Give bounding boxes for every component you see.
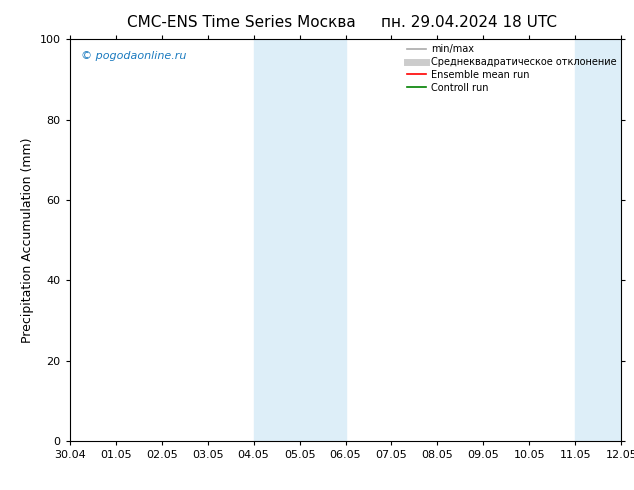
Text: © pogodaonline.ru: © pogodaonline.ru (81, 51, 186, 61)
Legend: min/max, Среднеквадратическое отклонение, Ensemble mean run, Controll run: min/max, Среднеквадратическое отклонение… (406, 44, 616, 93)
Y-axis label: Precipitation Accumulation (mm): Precipitation Accumulation (mm) (21, 137, 34, 343)
Bar (254, 39, 346, 441)
Text: CMC-ENS Time Series Москва: CMC-ENS Time Series Москва (127, 15, 355, 30)
Bar (575, 39, 634, 441)
Text: пн. 29.04.2024 18 UTC: пн. 29.04.2024 18 UTC (381, 15, 557, 30)
